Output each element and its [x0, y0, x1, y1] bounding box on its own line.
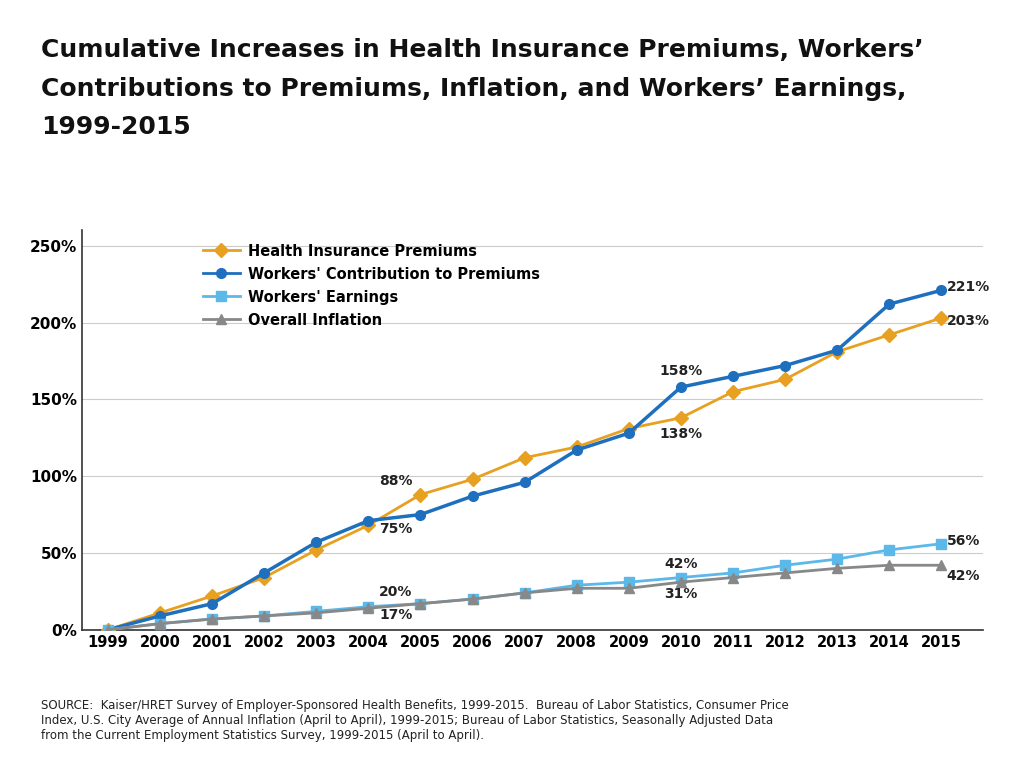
- Text: Cumulative Increases in Health Insurance Premiums, Workers’: Cumulative Increases in Health Insurance…: [41, 38, 924, 62]
- Legend: Health Insurance Premiums, Workers' Contribution to Premiums, Workers' Earnings,: Health Insurance Premiums, Workers' Cont…: [198, 237, 546, 333]
- Text: 20%: 20%: [379, 585, 413, 599]
- Text: SOURCE:  Kaiser/HRET Survey of Employer-Sponsored Health Benefits, 1999-2015.  B: SOURCE: Kaiser/HRET Survey of Employer-S…: [41, 699, 788, 742]
- Text: 158%: 158%: [659, 364, 702, 378]
- Text: 42%: 42%: [946, 569, 980, 583]
- Text: 75%: 75%: [379, 522, 413, 536]
- Text: 138%: 138%: [659, 427, 702, 441]
- Text: 56%: 56%: [946, 534, 980, 548]
- Text: 17%: 17%: [379, 608, 413, 622]
- Text: 203%: 203%: [946, 314, 989, 328]
- Text: 221%: 221%: [946, 280, 990, 294]
- Text: 88%: 88%: [379, 475, 413, 488]
- Text: 1999-2015: 1999-2015: [41, 115, 190, 139]
- Text: Contributions to Premiums, Inflation, and Workers’ Earnings,: Contributions to Premiums, Inflation, an…: [41, 77, 906, 101]
- Text: 31%: 31%: [665, 587, 697, 601]
- Text: 42%: 42%: [665, 558, 697, 571]
